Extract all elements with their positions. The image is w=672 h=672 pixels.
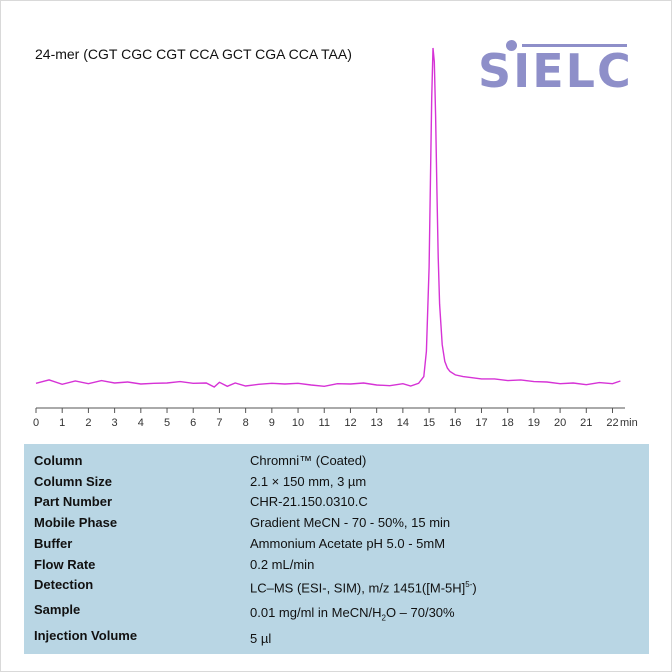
row-value-column-size: 2.1 × 150 mm, 3 µm [250,474,367,489]
x-tick-label: 12 [344,417,356,429]
row-label-detection: Detection [34,577,94,592]
detection-text-end: ) [472,580,477,596]
sielc-logo: SIELC [470,32,635,107]
x-tick-label: 11 [319,417,330,429]
logo-dot [506,40,517,51]
row-label-part-number: Part Number [34,494,113,509]
row-value-buffer: Ammonium Acetate pH 5.0 - 5mM [250,536,446,551]
x-tick-label: 6 [190,417,196,429]
row-label-injection-volume: Injection Volume [34,628,138,643]
x-tick-label: 8 [243,417,249,429]
row-value-sample: 0.01 mg/ml in MeCN/H2O – 70/30% [250,605,455,623]
sample-text: 0.01 mg/ml in MeCN/H [250,605,382,620]
x-tick-label: 0 [33,417,39,429]
x-tick-label: 10 [292,417,304,429]
x-tick-label: 18 [502,417,514,429]
x-tick-label: 22 [606,417,618,429]
method-conditions-table: Column Chromni™ (Coated) Column Size 2.1… [24,444,649,654]
x-axis-unit-label: min [620,417,638,429]
row-label-flow-rate: Flow Rate [34,557,96,572]
row-label-column: Column [34,453,83,468]
row-label-column-size: Column Size [34,474,113,489]
row-value-part-number: CHR-21.150.0310.C [250,494,368,509]
detection-text: LC–MS (ESI-, SIM), m/z 1451([M-5H] [250,580,466,596]
x-tick-label: 9 [269,417,275,429]
water-subscript: 2 [381,613,386,623]
x-tick-label: 17 [475,417,487,429]
x-tick-label: 1 [59,417,65,429]
x-tick-label: 3 [112,417,118,429]
row-value-detection: LC–MS (ESI-, SIM), m/z 1451([M-5H]5-) [250,580,477,595]
row-label-mobile-phase: Mobile Phase [34,515,118,530]
row-value-column: Chromni™ (Coated) [250,453,367,468]
x-tick-label: 15 [423,417,435,429]
logo-bar [522,44,627,47]
sample-text-end: O – 70/30% [385,605,455,620]
charge-superscript: 5- [465,580,473,589]
chromatogram-trace [35,47,621,388]
row-value-mobile-phase: Gradient MeCN - 70 - 50%, 15 min [250,515,451,530]
logo-text: SIELC [478,44,633,98]
x-tick-label: 21 [580,417,592,429]
x-tick-label: 4 [138,417,144,429]
row-label-buffer: Buffer [34,536,73,551]
chart-title: 24-mer (CGT CGC CGT CCA GCT CGA CCA TAA) [35,46,352,62]
row-value-injection-volume: 5 µl [250,631,272,646]
x-ticks: 0 1 2 3 4 5 6 7 8 9 10 11 12 13 14 15 16 17 18 19 20 21 22 [33,408,619,429]
x-tick-label: 14 [397,417,409,429]
x-tick-label: 5 [164,417,170,429]
x-tick-label: 19 [528,417,540,429]
row-value-flow-rate: 0.2 mL/min [250,557,315,572]
chromatogram-plot: 0 1 2 3 4 5 6 7 8 9 10 11 12 13 14 15 16 17 18 19 20 21 22 min [33,47,638,429]
x-tick-label: 20 [554,417,566,429]
row-label-sample: Sample [34,602,81,617]
x-tick-label: 16 [449,417,461,429]
x-tick-label: 2 [85,417,91,429]
x-tick-label: 13 [371,417,383,429]
x-tick-label: 7 [216,417,222,429]
